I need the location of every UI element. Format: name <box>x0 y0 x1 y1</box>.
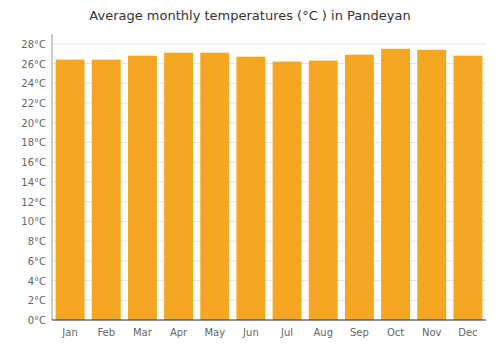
y-tick-label: 26°C <box>21 59 46 70</box>
x-tick-label: May <box>204 327 225 338</box>
y-tick-label: 20°C <box>21 118 46 129</box>
bar <box>200 53 229 320</box>
y-tick-label: 10°C <box>21 216 46 227</box>
chart: Average monthly temperatures (°C ) in Pa… <box>0 0 500 350</box>
bar <box>453 56 482 320</box>
grid <box>52 44 486 320</box>
y-tick-label: 28°C <box>21 39 46 50</box>
bar <box>345 55 374 320</box>
y-tick-label: 22°C <box>21 98 46 109</box>
bar <box>273 62 302 320</box>
y-tick-label: 6°C <box>28 256 46 267</box>
x-tick-label: Apr <box>170 327 188 338</box>
bar <box>128 56 157 320</box>
title: Average monthly temperatures (°C ) in Pa… <box>89 8 410 23</box>
x-tick-label: Dec <box>458 327 477 338</box>
bar <box>56 60 85 320</box>
x-tick-label: Aug <box>313 327 333 338</box>
chart-container: Average monthly temperatures (°C ) in Pa… <box>0 0 500 350</box>
x-axis-line <box>52 320 486 321</box>
y-tick-label: 18°C <box>21 137 46 148</box>
bars <box>56 49 483 320</box>
bar <box>92 60 121 320</box>
y-tick-label: 14°C <box>21 177 46 188</box>
bar <box>381 49 410 320</box>
y-tick-label: 24°C <box>21 78 46 89</box>
y-tick-label: 2°C <box>28 295 46 306</box>
y-tick-label: 0°C <box>28 315 46 326</box>
x-tick-label: Mar <box>133 327 153 338</box>
bar <box>309 61 338 320</box>
y-tick-label: 12°C <box>21 197 46 208</box>
x-tick-label: Sep <box>350 327 369 338</box>
y-tick-label: 4°C <box>28 276 46 287</box>
x-tick-label: Oct <box>387 327 404 338</box>
y-axis-line <box>52 34 53 320</box>
x-tick-label: Nov <box>422 327 442 338</box>
x-tick-label: Jun <box>242 327 259 338</box>
y-tick-label: 8°C <box>28 236 46 247</box>
x-tick-label: Jul <box>280 327 293 338</box>
y-tick-label: 16°C <box>21 157 46 168</box>
bar <box>417 50 446 320</box>
x-tick-label: Feb <box>97 327 115 338</box>
grid-line <box>52 320 486 321</box>
bar <box>236 57 265 320</box>
x-tick-label: Jan <box>61 327 77 338</box>
bar <box>164 53 193 320</box>
grid-line <box>52 43 486 44</box>
